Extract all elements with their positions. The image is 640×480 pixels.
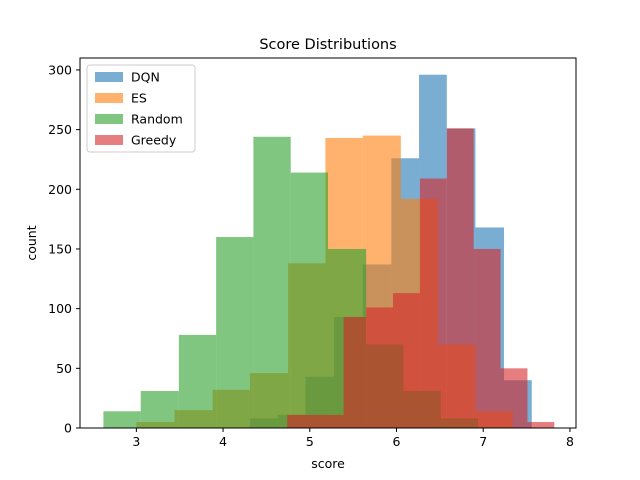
- legend-item-greedy: Greedy: [95, 133, 177, 148]
- y-tick-label: 200: [48, 182, 72, 197]
- bar-greedy-4: [419, 178, 447, 428]
- bar-greedy-0: [287, 414, 344, 428]
- x-tick-label: 4: [219, 434, 227, 449]
- bar-greedy-3: [393, 293, 420, 428]
- legend-label: Greedy: [131, 133, 177, 148]
- x-tick-label: 8: [566, 434, 574, 449]
- x-tick-label: 6: [393, 434, 401, 449]
- y-tick-label: 50: [56, 361, 72, 376]
- legend-swatch: [95, 72, 123, 82]
- x-axis-ticks: 3 4 5 6 7 8: [132, 428, 574, 449]
- bar-random-4: [253, 136, 291, 428]
- x-axis-label: score: [311, 456, 345, 471]
- legend-swatch: [95, 114, 123, 124]
- x-tick-label: 3: [132, 434, 140, 449]
- legend-item-dqn: DQN: [95, 70, 160, 85]
- bar-greedy-6: [473, 248, 501, 428]
- histogram-bars: [103, 74, 555, 429]
- y-tick-label: 150: [48, 241, 72, 256]
- legend-box: [86, 64, 196, 153]
- legend-item-random: Random: [95, 112, 183, 127]
- legend-label: ES: [131, 91, 147, 106]
- bar-greedy-8: [527, 422, 555, 428]
- legend-swatch: [95, 93, 123, 103]
- legend: DQN ES Random Greedy: [86, 64, 196, 153]
- bar-greedy-1: [343, 317, 367, 428]
- legend-swatch: [95, 135, 123, 145]
- y-axis-label: count: [24, 225, 39, 260]
- legend-label: Random: [131, 112, 183, 127]
- bar-greedy-7: [500, 368, 528, 428]
- chart-title: Score Distributions: [259, 37, 396, 53]
- bar-random-1: [140, 391, 179, 428]
- bar-greedy-2: [366, 307, 394, 428]
- bar-greedy-5: [446, 128, 474, 428]
- y-tick-label: 0: [64, 421, 72, 436]
- legend-label: DQN: [131, 70, 160, 85]
- y-axis-ticks: 0 50 100 150 200 250 300: [48, 62, 80, 436]
- x-tick-label: 7: [479, 434, 487, 449]
- x-tick-label: 5: [306, 434, 314, 449]
- bar-random-0: [103, 411, 141, 428]
- series-greedy-bars: [287, 128, 555, 428]
- bar-random-5: [290, 172, 328, 428]
- y-tick-label: 300: [48, 62, 72, 77]
- bar-random-3: [216, 237, 254, 428]
- plot-area-frame: [79, 57, 577, 429]
- bar-random-2: [178, 334, 217, 428]
- y-tick-label: 250: [48, 122, 72, 137]
- y-tick-label: 100: [48, 301, 72, 316]
- legend-item-es: ES: [95, 91, 147, 106]
